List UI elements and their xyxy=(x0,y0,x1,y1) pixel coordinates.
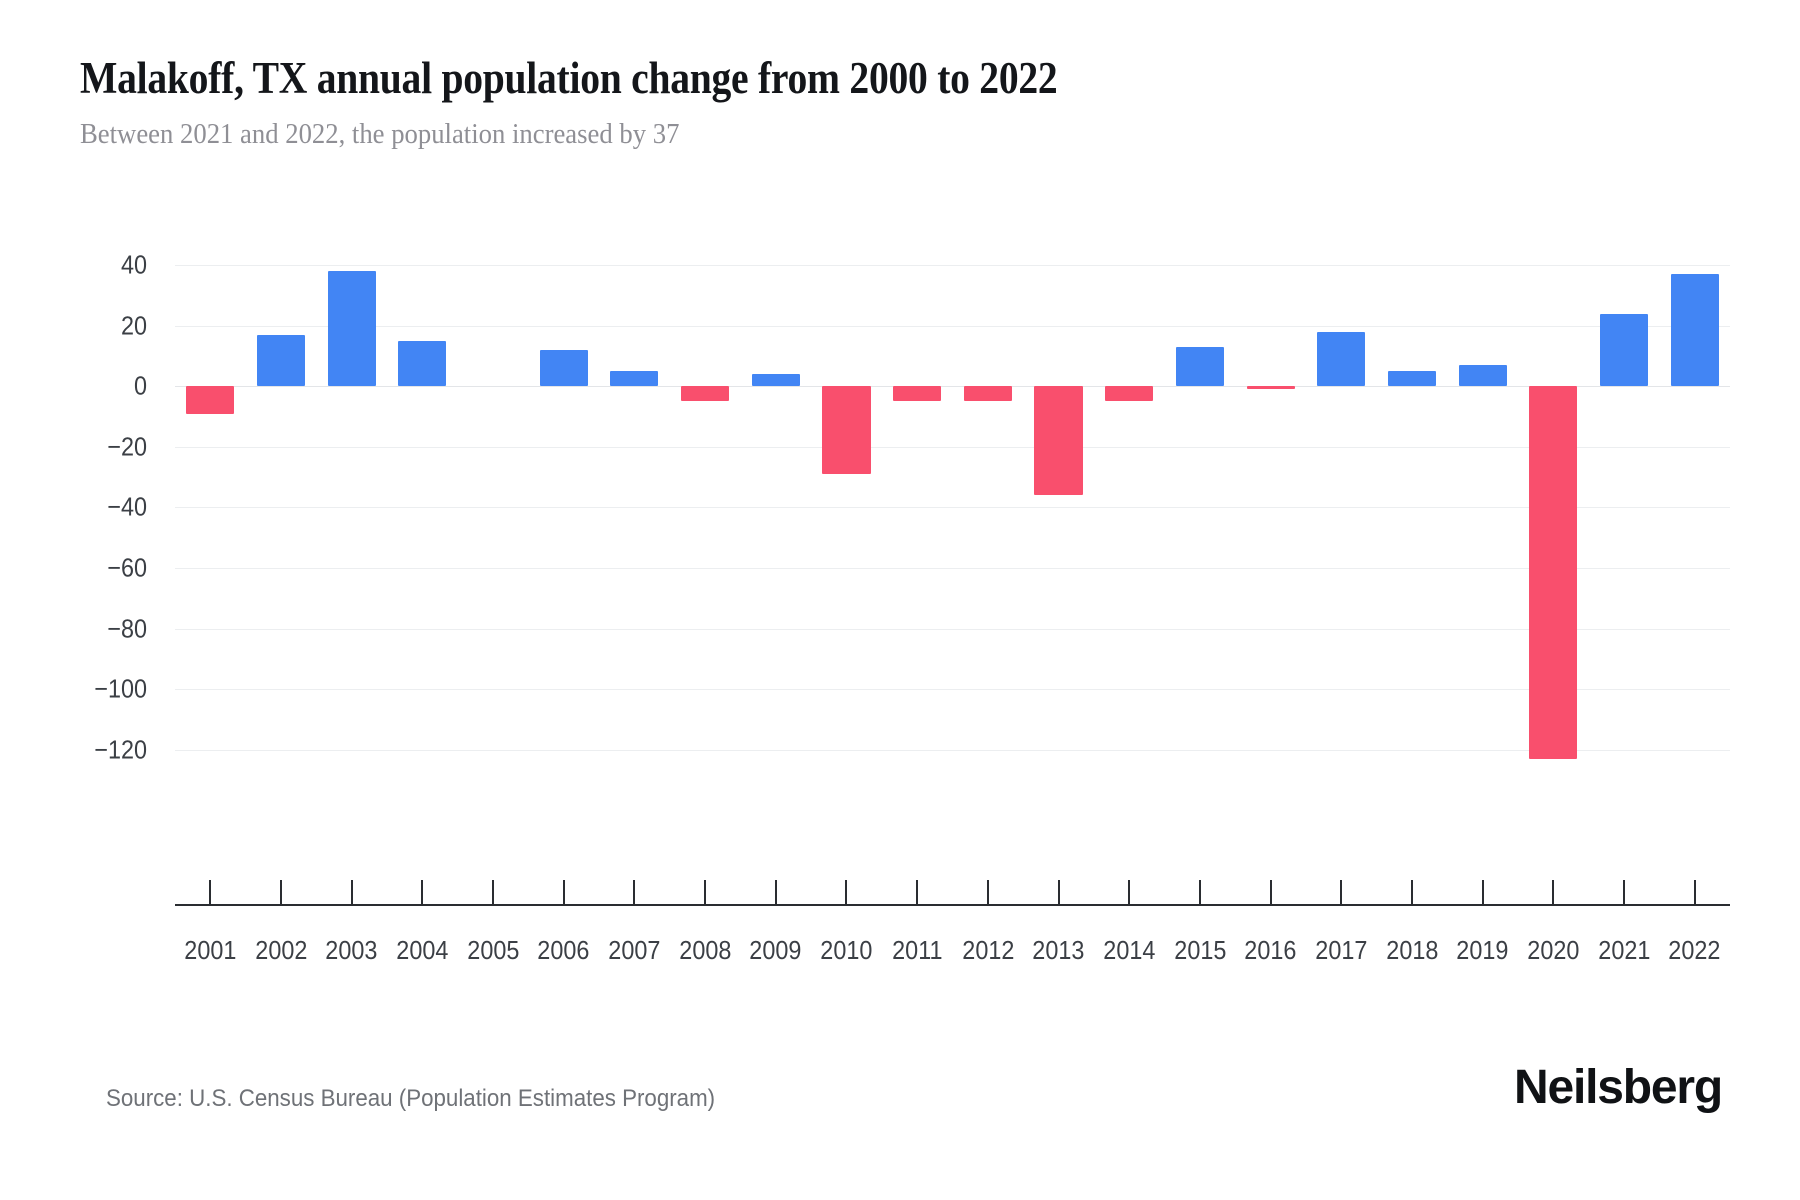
gridline--20 xyxy=(175,446,1730,448)
source-note: Source: U.S. Census Bureau (Population E… xyxy=(106,1085,716,1112)
y-axis-label: 20 xyxy=(120,310,147,341)
x-axis-tick-2017 xyxy=(1340,880,1343,904)
y-axis-label: −40 xyxy=(107,491,147,522)
x-axis-label-2018: 2018 xyxy=(1385,935,1438,965)
x-axis-tick-2018 xyxy=(1410,880,1413,904)
bar-2021[interactable] xyxy=(1599,313,1648,387)
x-axis-tick-2010 xyxy=(845,880,848,904)
y-axis-label: −20 xyxy=(107,431,147,462)
x-axis-tick-2003 xyxy=(350,880,353,904)
x-axis-tick-2022 xyxy=(1693,880,1696,904)
brand-logo: Neilsberg xyxy=(1514,1061,1723,1114)
x-axis-tick-2007 xyxy=(633,880,636,904)
x-axis-label-2015: 2015 xyxy=(1173,935,1226,965)
x-axis-tick-2015 xyxy=(1198,880,1201,904)
x-axis-tick-2012 xyxy=(986,880,989,904)
x-axis-label-2017: 2017 xyxy=(1315,935,1368,965)
x-axis-tick-2011 xyxy=(916,880,919,904)
bar-2004[interactable] xyxy=(398,340,447,387)
bar-2015[interactable] xyxy=(1175,346,1224,387)
bar-2013[interactable] xyxy=(1034,386,1083,496)
bar-2017[interactable] xyxy=(1317,331,1366,387)
x-axis-tick-2002 xyxy=(280,880,283,904)
gridline--100 xyxy=(175,689,1730,691)
x-axis-label-2007: 2007 xyxy=(608,935,661,965)
x-axis-label-2010: 2010 xyxy=(820,935,873,965)
gridline-0 xyxy=(175,386,1730,388)
gridline--80 xyxy=(175,628,1730,630)
y-axis-label: 0 xyxy=(133,370,147,401)
bar-2008[interactable] xyxy=(681,386,730,402)
x-axis-label-2016: 2016 xyxy=(1244,935,1297,965)
bar-2018[interactable] xyxy=(1387,371,1436,387)
bar-2011[interactable] xyxy=(893,386,942,402)
x-axis-tick-2005 xyxy=(492,880,495,904)
x-axis-tick-2009 xyxy=(774,880,777,904)
x-axis-label-2002: 2002 xyxy=(254,935,308,965)
bar-2002[interactable] xyxy=(256,334,306,387)
bar-2006[interactable] xyxy=(539,349,588,387)
x-axis-label-2020: 2020 xyxy=(1527,935,1580,965)
x-axis-tick-2020 xyxy=(1552,880,1555,904)
bar-2022[interactable] xyxy=(1670,274,1719,387)
bar-2010[interactable] xyxy=(822,386,871,475)
y-axis-label: −120 xyxy=(94,734,147,765)
x-axis-tick-2016 xyxy=(1269,880,1272,904)
x-axis-label-2003: 2003 xyxy=(325,935,378,965)
gridline--40 xyxy=(175,507,1730,509)
bar-2014[interactable] xyxy=(1105,386,1154,402)
x-axis-line xyxy=(175,904,1730,906)
x-axis-label-2021: 2021 xyxy=(1597,935,1650,965)
bar-2003[interactable] xyxy=(327,271,376,387)
gridline-20 xyxy=(175,325,1730,327)
x-axis-label-2001: 2001 xyxy=(184,935,237,965)
x-axis-label-2011: 2011 xyxy=(891,935,943,965)
bar-2012[interactable] xyxy=(963,386,1012,402)
bar-2009[interactable] xyxy=(751,374,800,387)
x-axis-label-2005: 2005 xyxy=(467,935,520,965)
x-axis-label-2004: 2004 xyxy=(396,935,449,965)
x-axis-label-2013: 2013 xyxy=(1032,935,1085,965)
x-axis-label-2019: 2019 xyxy=(1456,935,1509,965)
gridline--120 xyxy=(175,749,1730,751)
bar-2016[interactable] xyxy=(1246,386,1295,390)
x-axis-label-2022: 2022 xyxy=(1668,935,1721,965)
y-axis-label: −80 xyxy=(107,613,147,644)
x-axis-tick-2021 xyxy=(1622,880,1625,904)
y-axis-label: 40 xyxy=(120,249,147,280)
x-axis-label-2009: 2009 xyxy=(749,935,802,965)
page-title: Malakoff, TX annual population change fr… xyxy=(80,53,1058,103)
gridline-40 xyxy=(175,265,1730,267)
x-axis-label-2012: 2012 xyxy=(961,935,1014,965)
x-axis-tick-2008 xyxy=(704,880,707,904)
plot-area: 40 20 0 −20 −40 −60 −80 −100 −120 xyxy=(94,250,1730,780)
x-axis-label-2006: 2006 xyxy=(537,935,590,965)
x-axis-tick-2006 xyxy=(562,880,565,904)
x-axis-tick-2001 xyxy=(209,880,212,904)
bar-2020[interactable] xyxy=(1529,386,1578,759)
x-axis-tick-2014 xyxy=(1128,880,1131,904)
page-subtitle: Between 2021 and 2022, the population in… xyxy=(80,118,680,150)
y-axis-label: −100 xyxy=(94,673,147,704)
gridline--60 xyxy=(175,568,1730,569)
x-axis-tick-2013 xyxy=(1057,880,1060,904)
bar-2007[interactable] xyxy=(610,371,659,387)
x-axis-label-2008: 2008 xyxy=(679,935,732,965)
x-axis-label-2014: 2014 xyxy=(1103,935,1156,965)
y-axis-label: −60 xyxy=(107,552,147,583)
bar-2019[interactable] xyxy=(1458,365,1507,387)
x-axis-tick-2019 xyxy=(1481,880,1484,904)
bar-2001[interactable] xyxy=(186,386,235,414)
x-axis-tick-2004 xyxy=(421,880,424,904)
